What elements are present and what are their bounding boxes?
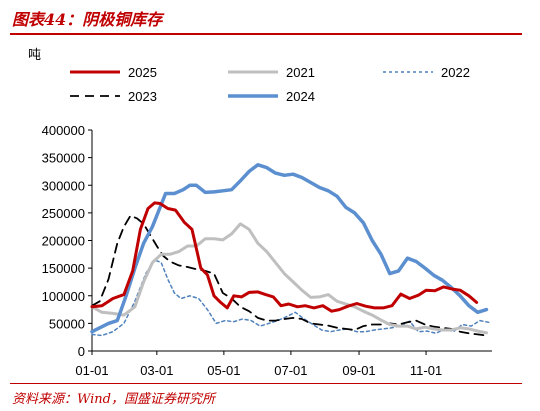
- series-lines: [90, 163, 490, 337]
- y-axis-unit-label: 吨: [28, 47, 42, 62]
- series-line-2023: [91, 214, 488, 337]
- x-tick-label: 09-01: [342, 363, 375, 378]
- series-line-2021: [90, 222, 488, 335]
- y-tick-label: 400000: [42, 123, 85, 138]
- legend-label-2021: 2021: [286, 65, 315, 80]
- x-tick-label: 11-01: [410, 363, 442, 378]
- chart-title: 图表44：阴极铜库存: [12, 10, 163, 29]
- y-tick-label: 100000: [42, 289, 85, 304]
- source-rule: [10, 383, 522, 384]
- x-tick-label: 03-01: [140, 363, 173, 378]
- y-tick-label: 300000: [42, 178, 85, 193]
- axes: 0 50000 100000 150000 200000 250000 300000 3500…: [42, 123, 492, 378]
- legend-label-2022: 2022: [441, 65, 470, 80]
- legend-label-2023: 2023: [128, 89, 157, 104]
- y-tick-label: 50000: [49, 316, 85, 331]
- series-line-2025: [90, 201, 479, 313]
- legend: 2025 2021 2022 2023 2024: [70, 65, 470, 104]
- y-tick-label: 150000: [42, 261, 85, 276]
- series-line-2024: [90, 163, 489, 334]
- y-tick-label: 250000: [42, 206, 85, 221]
- x-tick-label: 05-01: [207, 363, 240, 378]
- y-tick-label: 350000: [42, 151, 85, 166]
- legend-label-2024: 2024: [286, 89, 315, 104]
- series-line-2022: [91, 259, 490, 337]
- title-rule: [10, 33, 522, 35]
- legend-label-2025: 2025: [128, 65, 157, 80]
- x-tick-label: 01-01: [75, 363, 108, 378]
- y-tick-label: 0: [78, 344, 85, 359]
- y-tick-label: 200000: [42, 234, 85, 249]
- source-note: 资料来源：Wind，国盛证券研究所: [12, 392, 215, 407]
- x-tick-label: 07-01: [274, 363, 307, 378]
